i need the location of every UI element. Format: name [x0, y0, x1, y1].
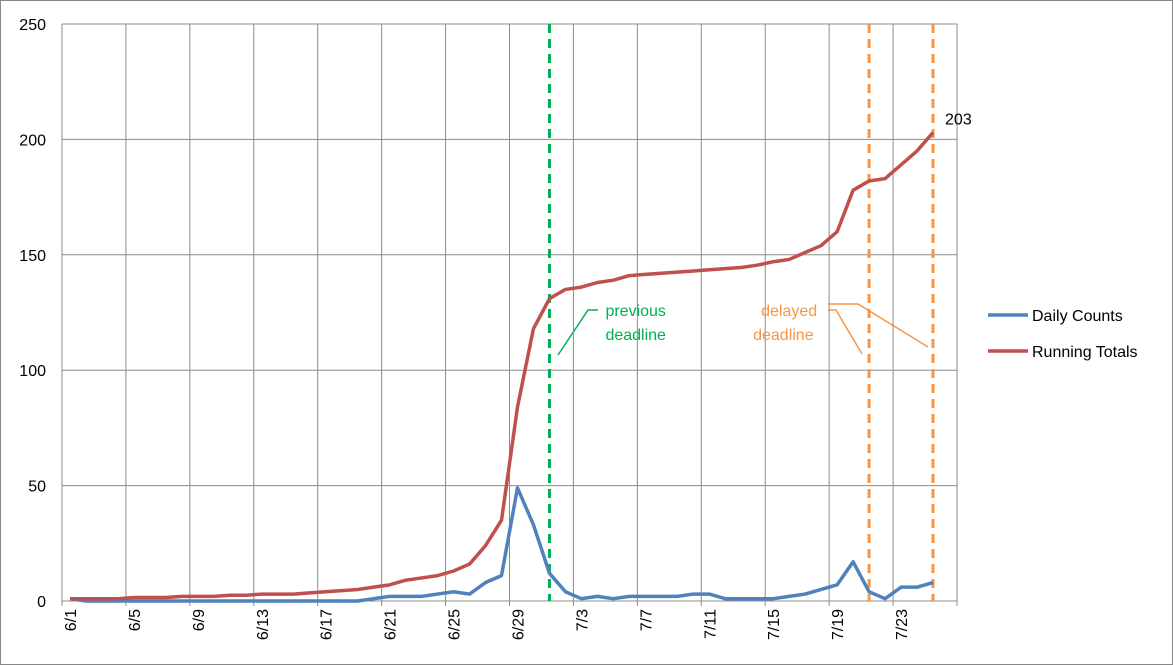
y-tick-label: 50 [28, 479, 46, 496]
leader [828, 303, 929, 348]
x-tick-label: 6/21 [383, 609, 400, 640]
x-tick-label: 7/19 [830, 609, 847, 640]
x-tick-label: 6/17 [319, 609, 336, 640]
x-tick-label: 7/15 [766, 609, 783, 640]
x-tick-label: 6/9 [191, 609, 208, 631]
y-tick-label: 250 [19, 17, 46, 34]
series-line [69, 131, 935, 601]
legend-label: Running Totals [1032, 344, 1138, 361]
x-tick-label: 7/3 [574, 609, 591, 631]
y-tick-label: 0 [37, 594, 46, 611]
annotation-leaders [557, 303, 929, 356]
x-tick-label: 6/13 [255, 609, 272, 640]
leader [557, 309, 598, 356]
x-tick-label: 6/5 [127, 609, 144, 631]
data-label: 203 [945, 111, 972, 128]
series-line [69, 486, 934, 603]
x-tick-label: 7/7 [638, 609, 655, 631]
y-tick-label: 150 [19, 248, 46, 265]
x-tick-label: 6/25 [447, 609, 464, 640]
x-tick-label: 7/11 [702, 609, 719, 639]
legend-label: Daily Counts [1032, 308, 1123, 325]
deadline-label: delayed deadline [753, 303, 817, 344]
leader [828, 309, 863, 355]
y-tick-label: 200 [19, 132, 46, 149]
deadline-label: previous deadline [605, 303, 666, 344]
x-tick-label: 6/29 [510, 609, 527, 640]
x-tick-label: 6/1 [63, 609, 80, 631]
x-tick-label: 7/23 [894, 609, 911, 640]
y-tick-label: 100 [19, 363, 46, 380]
